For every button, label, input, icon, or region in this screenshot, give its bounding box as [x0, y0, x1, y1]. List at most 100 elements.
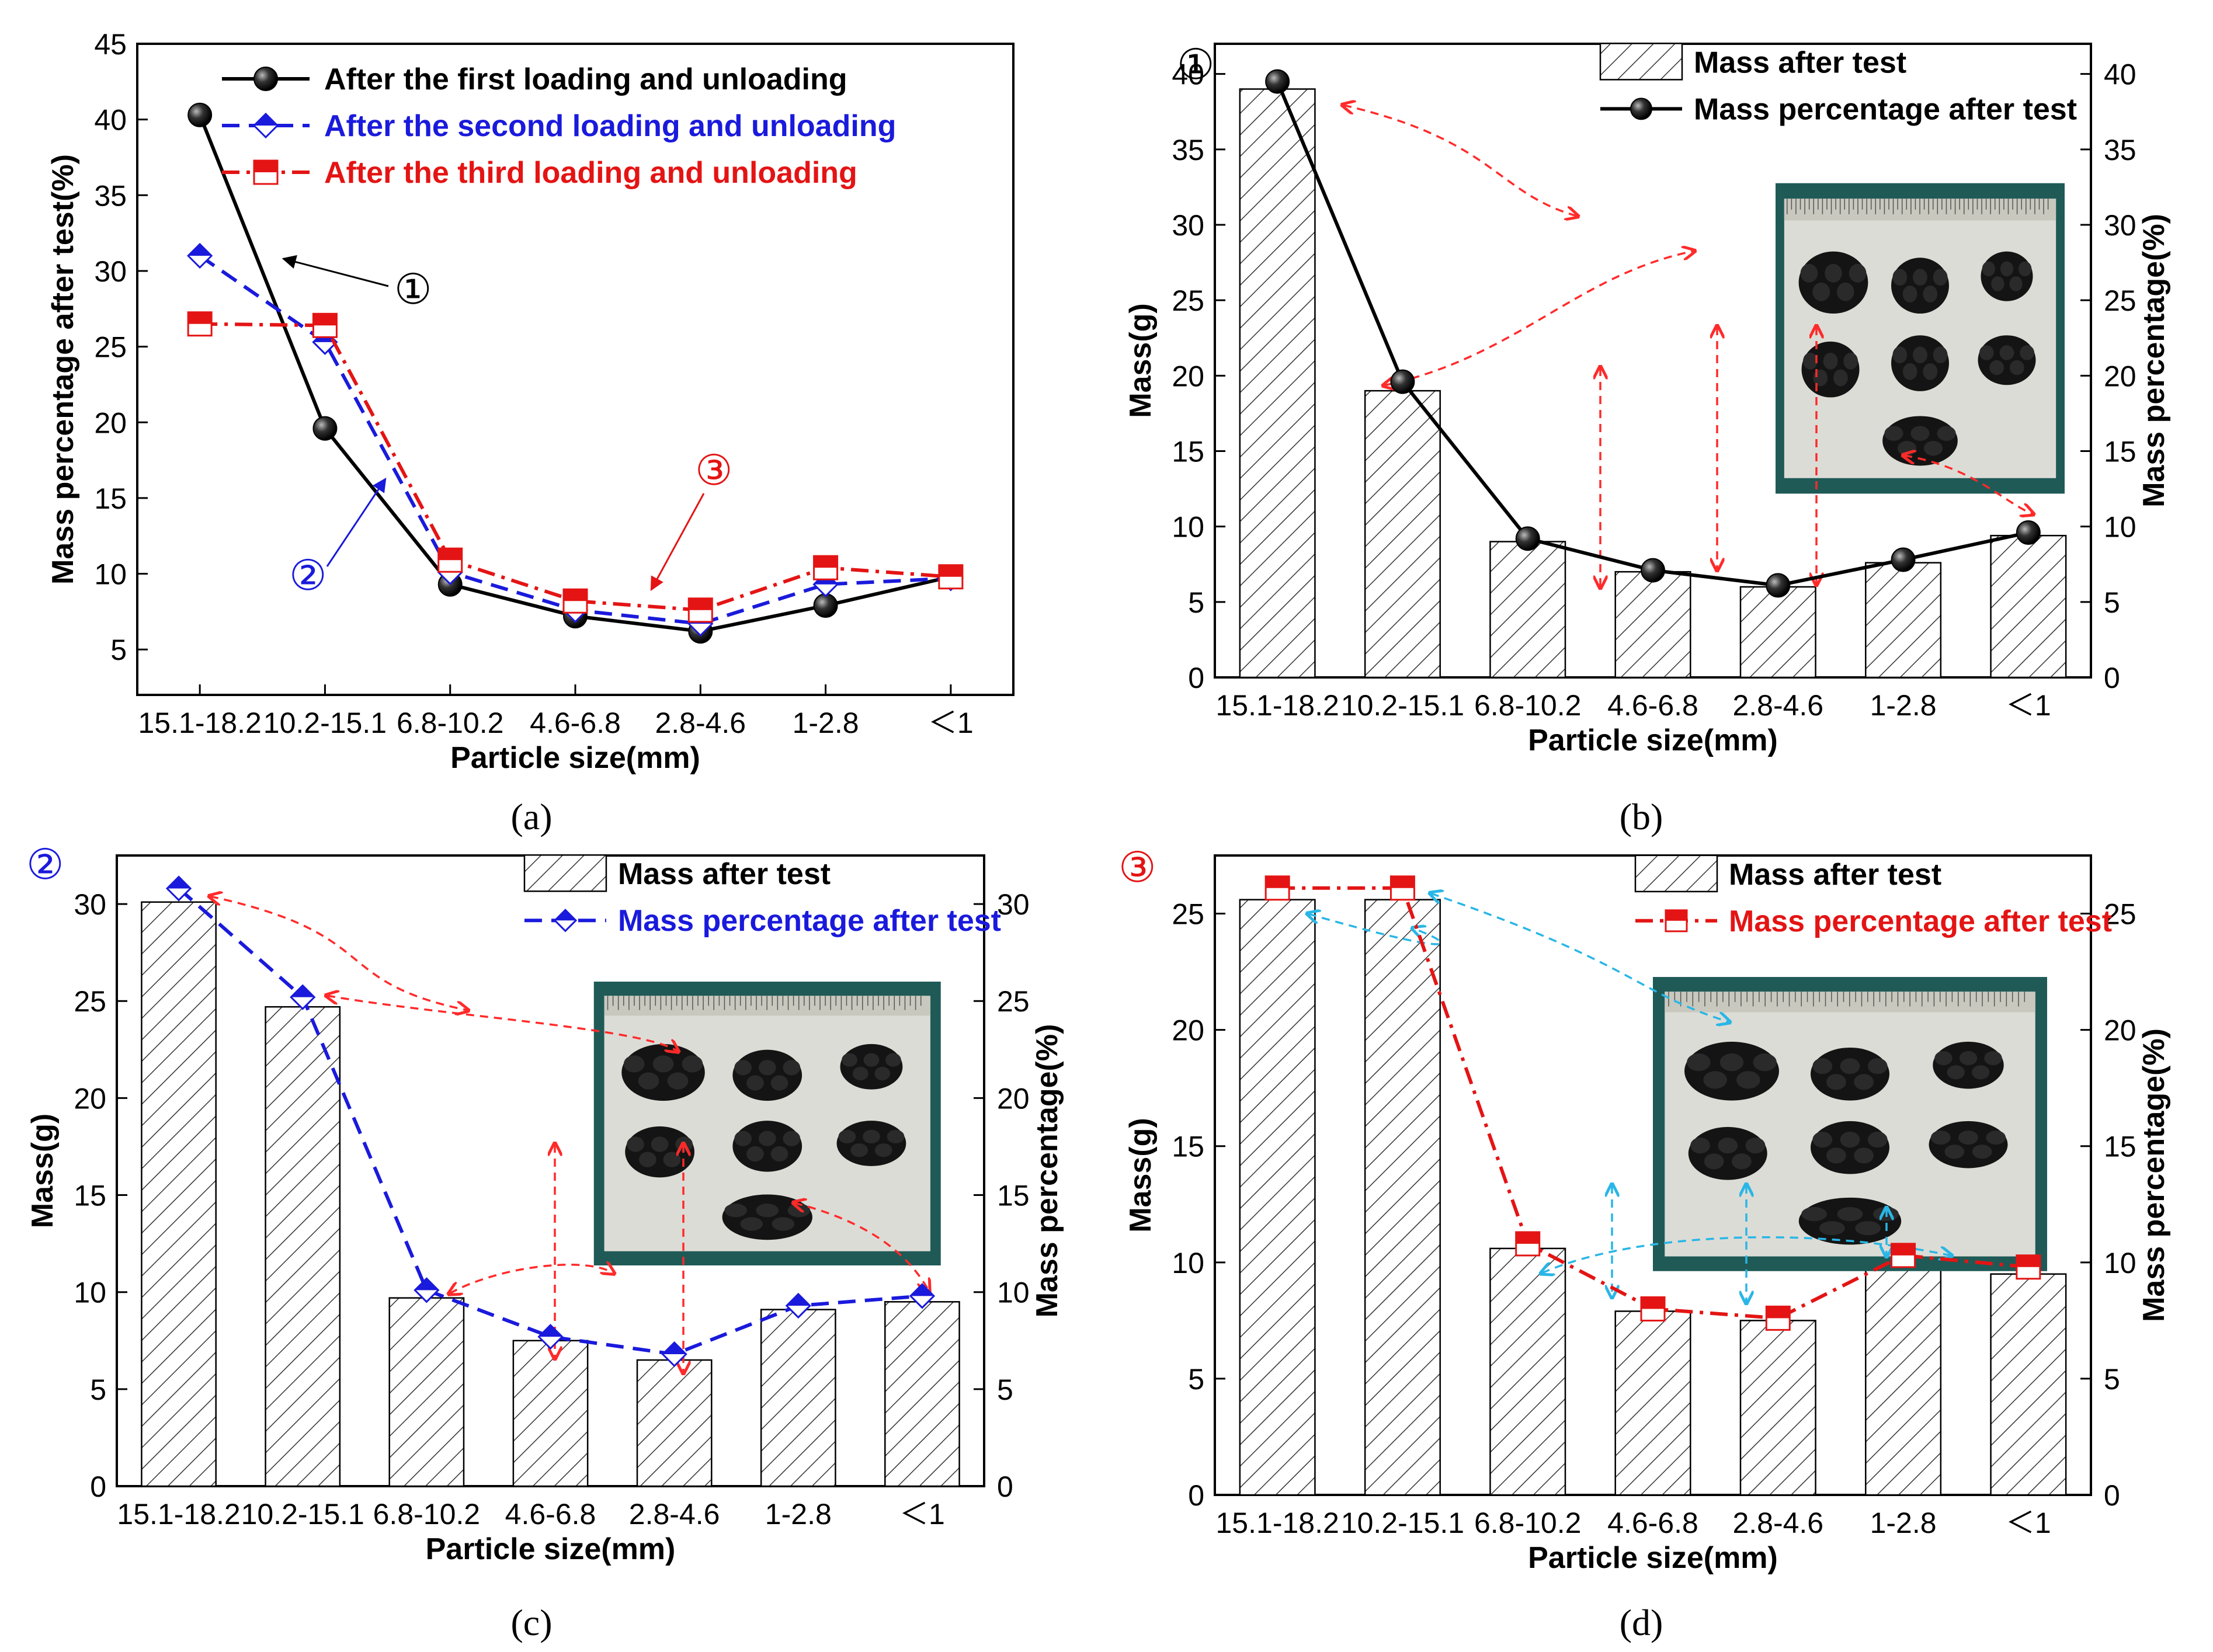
coal-chunk — [783, 1060, 801, 1076]
series-2-point-4-fill — [689, 598, 713, 610]
y-tick-label: 10 — [1172, 1247, 1204, 1279]
legend-marker-fill — [1666, 910, 1687, 921]
y-right-tick-label: 35 — [2104, 134, 2136, 166]
y-axis-label: Mass percentage after test(%) — [46, 154, 80, 585]
y-tick-label: 25 — [74, 985, 106, 1018]
coal-chunk — [1902, 363, 1917, 380]
coal-chunk — [1801, 1206, 1828, 1222]
y-tick-label: 30 — [94, 255, 127, 288]
bar-6 — [884, 1301, 960, 1487]
legend-label-line: Mass percentage after test — [1694, 92, 2077, 126]
bar-2 — [388, 1297, 465, 1487]
caption-a: (a) — [510, 796, 552, 837]
coal-chunk — [1718, 1138, 1738, 1154]
coal-chunk — [1984, 1051, 2002, 1066]
annotation-3: ③ — [695, 447, 733, 494]
coal-chunk — [638, 1152, 656, 1167]
point-1 — [1390, 369, 1415, 394]
y-right-tick-label: 0 — [2104, 1479, 2120, 1512]
bar-5 — [760, 1309, 836, 1487]
coal-pile — [621, 1044, 705, 1101]
legend-marker-0 — [253, 67, 278, 91]
bar-0 — [141, 901, 217, 1487]
legend-marker-2-fill — [254, 161, 277, 172]
coal-chunk — [1867, 1131, 1888, 1148]
y-right-axis-label: Mass percentage(%) — [2137, 214, 2171, 507]
y-right-axis-label: Mass percentage(%) — [1030, 1024, 1064, 1318]
y-tick-label: 25 — [1172, 898, 1204, 931]
bar-1 — [265, 1006, 341, 1487]
bar-1 — [1364, 899, 1441, 1496]
coal-chunk — [740, 1217, 763, 1231]
coal-chunk — [758, 1060, 776, 1076]
coal-pile — [1891, 335, 1949, 391]
y-right-tick-label: 20 — [2104, 1014, 2136, 1047]
series-2-point-2-fill — [438, 548, 462, 561]
point-4 — [1766, 573, 1791, 598]
y-tick-label: 20 — [94, 406, 127, 439]
x-axis-label: Particle size(mm) — [1528, 724, 1778, 757]
x-tick-label: 2.8-4.6 — [1732, 689, 1823, 722]
series-2-point-5-fill — [814, 556, 838, 568]
coal-chunk — [783, 1131, 801, 1146]
y-right-tick-label: 5 — [997, 1373, 1013, 1406]
photo-arrow — [1343, 105, 1577, 216]
coal-chunk — [623, 1055, 645, 1073]
legend-marker-1-fill — [254, 114, 277, 126]
point-3 — [1641, 558, 1665, 583]
y-right-tick-label: 40 — [2104, 58, 2136, 91]
x-tick-label: 2.8-4.6 — [629, 1498, 720, 1531]
y-right-tick-label: 10 — [2104, 1247, 2136, 1279]
y-tick-label: 5 — [110, 634, 127, 666]
coal-chunk — [1923, 286, 1938, 302]
x-tick-label: 6.8-10.2 — [373, 1498, 480, 1531]
series-1-point-0-fill — [188, 244, 212, 256]
legend-swatch-bar — [523, 854, 607, 892]
x-tick-label: 6.8-10.2 — [1474, 1507, 1581, 1539]
y-tick-label: 10 — [94, 558, 127, 591]
y-tick-label: 15 — [1172, 1131, 1204, 1163]
y-tick-label: 45 — [94, 28, 127, 61]
legend-label-0: After the first loading and unloading — [324, 62, 847, 96]
legend-label-bar: Mass after test — [618, 857, 831, 891]
photo-arrow — [1384, 251, 1694, 385]
photo-arrow — [1542, 1236, 1951, 1273]
coal-chunk — [1812, 1058, 1833, 1074]
panel-circled-label: ③ — [1118, 844, 1156, 891]
point-6 — [2016, 520, 2041, 545]
coal-chunk — [1849, 263, 1867, 283]
point-5-fill — [1891, 1243, 1915, 1255]
coal-chunk — [1837, 1206, 1863, 1222]
coal-chunk — [1812, 1131, 1833, 1148]
panel-d: 0 5 10 15 20 25 0 5 10 15 20 25 15.1-18.2 10.2-15.1 6.… — [1118, 844, 2171, 1643]
coal-chunk — [758, 1131, 776, 1146]
coal-pile — [1929, 1121, 2008, 1168]
coal-chunk — [724, 1204, 748, 1218]
coal-chunk — [1690, 1138, 1710, 1154]
y-tick-label: 20 — [1172, 1014, 1204, 1047]
coal-chunk — [1703, 1071, 1727, 1089]
x-tick-label: 15.1-18.2 — [1216, 689, 1339, 722]
x-tick-label: 1-2.8 — [1870, 689, 1937, 722]
point-3-fill — [539, 1325, 562, 1337]
coal-pile — [1933, 1041, 2004, 1089]
x-tick-label: 1-2.8 — [1870, 1507, 1937, 1539]
bar-3 — [1614, 571, 1691, 679]
coal-chunk — [842, 1053, 857, 1067]
x-tick-label: 2.8-4.6 — [1732, 1507, 1823, 1539]
y-tick-label: 5 — [1188, 586, 1204, 619]
legend-marker-fill — [554, 910, 576, 921]
coal-chunk — [1823, 352, 1838, 370]
point-2-fill — [1516, 1232, 1540, 1244]
y-tick-label: 5 — [1188, 1363, 1204, 1396]
coal-chunk — [874, 1143, 892, 1157]
coal-chunk — [787, 1204, 811, 1218]
legend-swatch-bar — [1599, 43, 1683, 81]
coal-chunk — [1892, 346, 1908, 364]
y-tick-label: 15 — [74, 1180, 106, 1212]
coal-chunk — [838, 1129, 856, 1144]
bar-3 — [1614, 1310, 1691, 1496]
coal-chunk — [1933, 269, 1948, 286]
sample-photo — [1776, 183, 2065, 494]
coal-chunk — [1979, 345, 1994, 360]
